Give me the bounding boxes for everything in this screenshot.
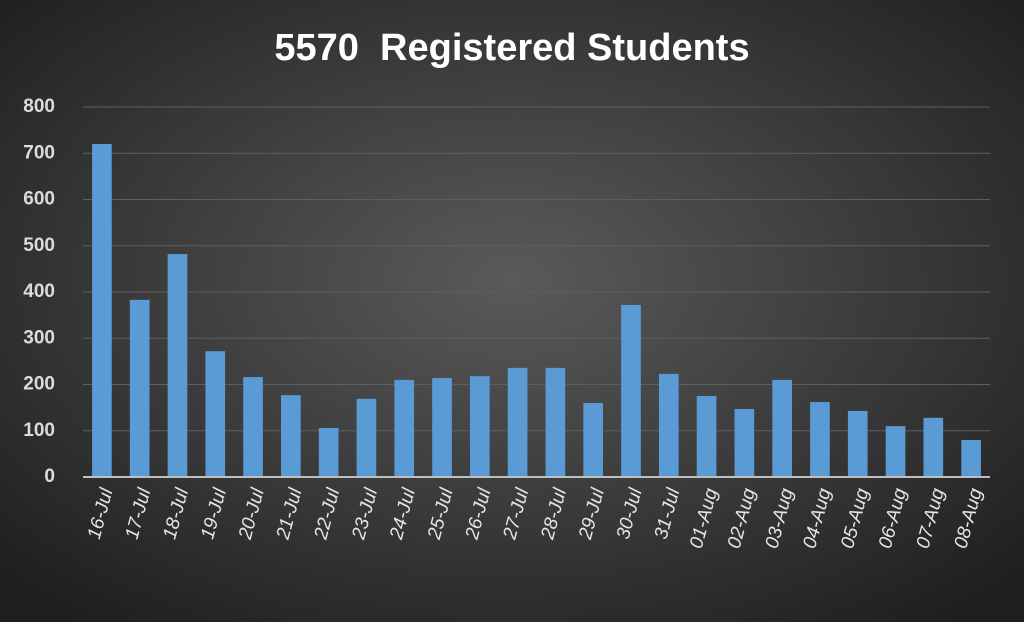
y-tick-label: 800 — [23, 96, 55, 117]
y-tick-label: 600 — [23, 189, 55, 210]
y-tick-label: 200 — [23, 374, 55, 395]
bar — [469, 376, 490, 477]
bar — [545, 367, 566, 477]
bar — [205, 351, 226, 477]
y-tick-label: 300 — [23, 327, 55, 348]
bar — [432, 378, 452, 477]
bar — [885, 426, 906, 477]
y-tick-label: 0 — [44, 466, 55, 487]
bar — [356, 398, 377, 477]
bar — [243, 377, 263, 477]
bar — [961, 440, 981, 477]
bar — [507, 367, 528, 477]
bar — [847, 410, 868, 477]
bar — [810, 402, 830, 477]
bar — [621, 304, 641, 477]
y-tick-label: 400 — [23, 281, 55, 302]
bar — [318, 427, 339, 477]
bar — [734, 409, 755, 477]
y-tick-label: 500 — [23, 235, 55, 256]
bar — [658, 373, 679, 477]
bar — [129, 299, 150, 477]
chart-title: 5570 Registered Students — [274, 27, 749, 69]
bar — [167, 254, 188, 477]
bar — [281, 395, 301, 477]
bar — [772, 379, 792, 477]
y-tick-label: 100 — [23, 420, 55, 441]
bar — [583, 403, 604, 477]
bar — [923, 417, 944, 477]
bar — [394, 379, 415, 477]
bar — [92, 144, 112, 477]
y-tick-label: 700 — [23, 142, 55, 163]
bar — [696, 396, 717, 477]
